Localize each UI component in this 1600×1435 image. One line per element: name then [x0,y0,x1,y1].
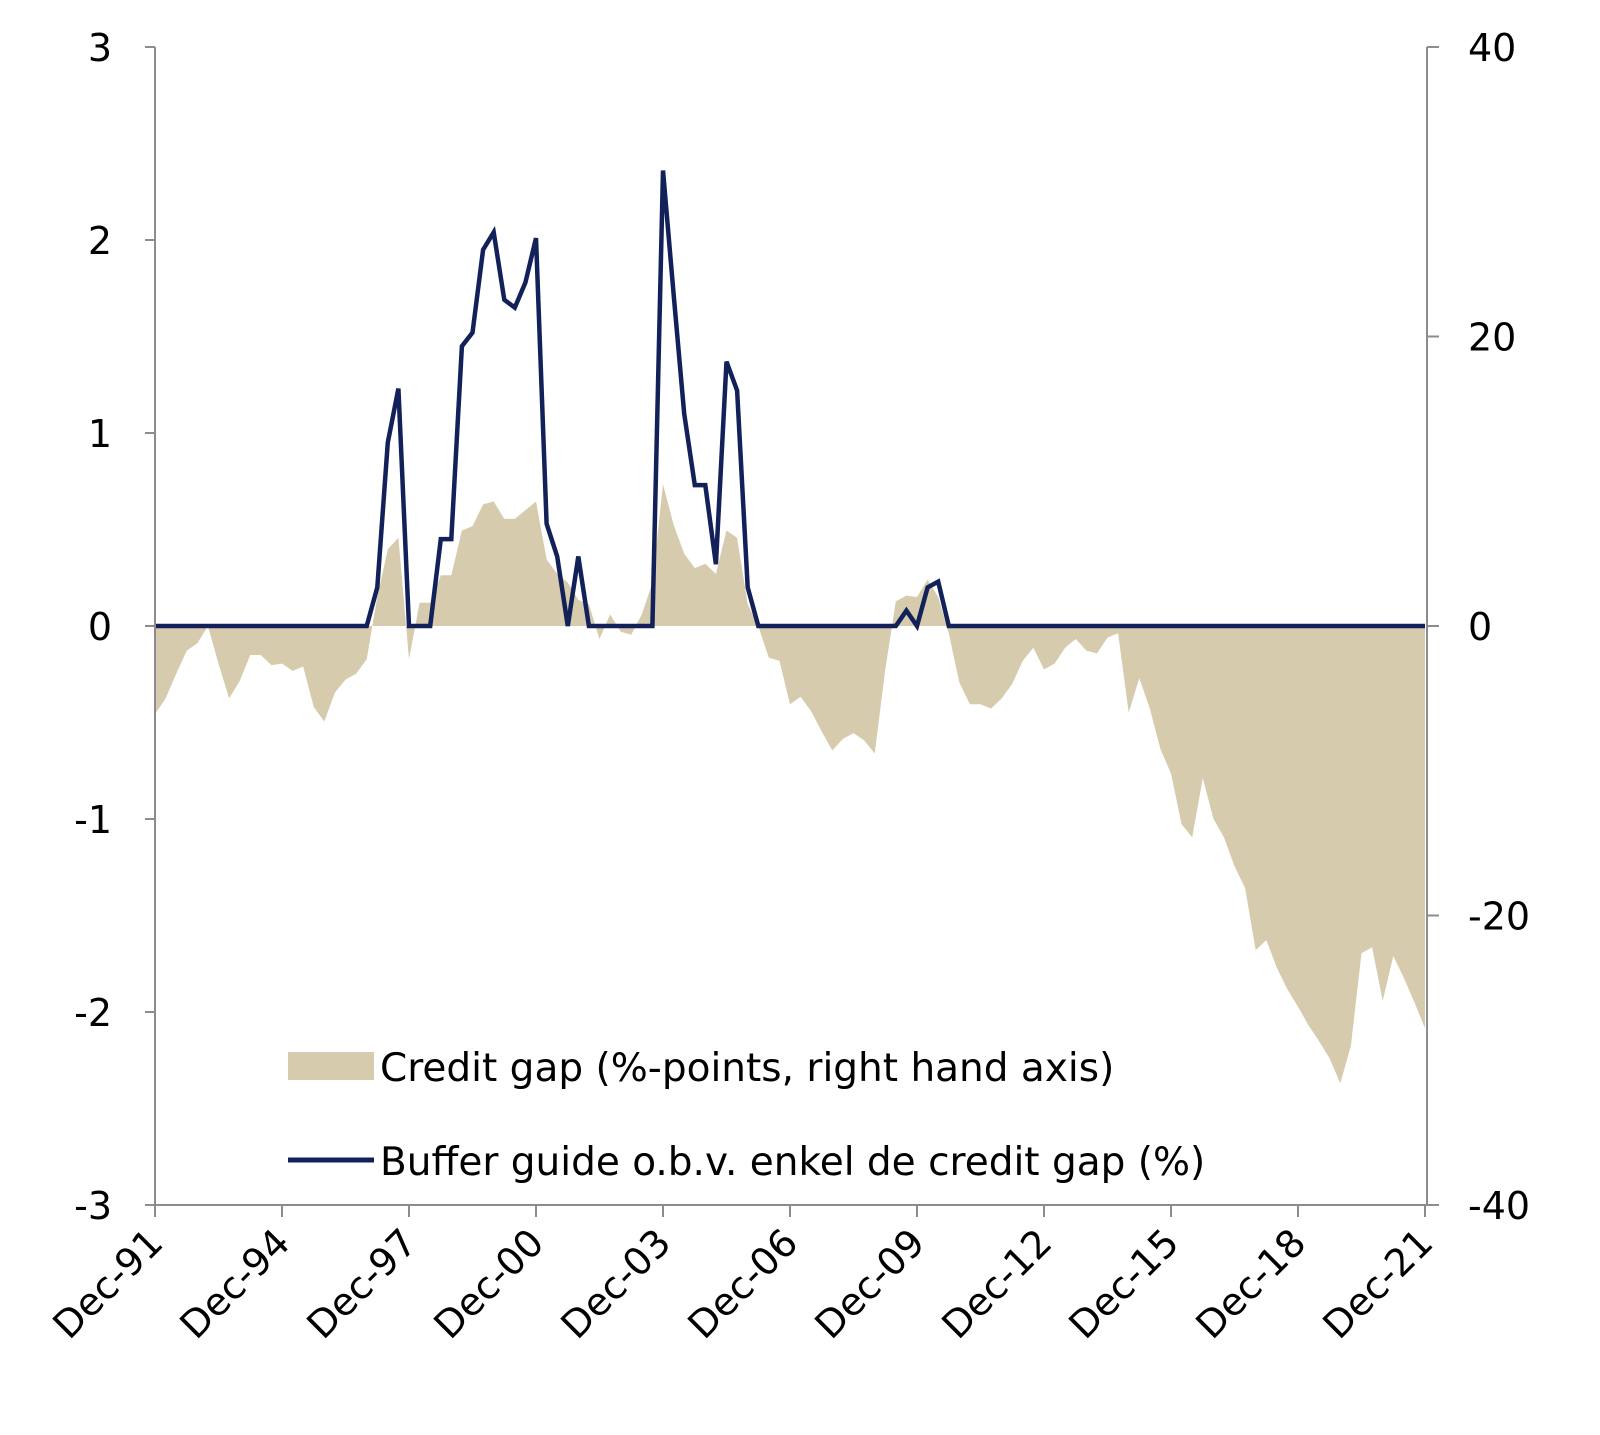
plot-area [155,170,1425,1084]
x-tick-label: Dec-09 [806,1220,933,1347]
left-tick-label: 1 [88,412,112,456]
x-tick-label: Dec-15 [1060,1220,1187,1347]
left-tick-label: -2 [74,991,112,1035]
left-tick-label: -1 [74,798,112,842]
legend-swatch-credit-gap [288,1052,374,1080]
legend-label-credit-gap: Credit gap (%-points, right hand axis) [380,1046,1114,1091]
credit-gap-area [155,484,1425,1084]
x-tick-label: Dec-12 [933,1220,1060,1347]
x-tick-label: Dec-03 [552,1220,679,1347]
legend: Credit gap (%-points, right hand axis) B… [288,1046,1205,1185]
right-tick-label: -40 [1468,1184,1530,1228]
right-tick-label: 40 [1468,26,1516,70]
right-tick-label: -20 [1468,895,1530,939]
legend-label-buffer-guide: Buffer guide o.b.v. enkel de credit gap … [380,1140,1205,1185]
left-tick-label: 2 [88,219,112,263]
x-tick-label: Dec-94 [171,1220,298,1347]
right-tick-label: 0 [1468,605,1492,649]
left-tick-label: 3 [88,26,112,70]
x-tick-label: Dec-21 [1314,1220,1441,1347]
left-tick-label: -3 [74,1184,112,1228]
right-tick-label: 20 [1468,316,1516,360]
x-tick-label: Dec-91 [44,1220,171,1347]
left-tick-label: 0 [88,605,112,649]
x-tick-label: Dec-00 [425,1220,552,1347]
x-tick-label: Dec-97 [298,1220,425,1347]
x-tick-label: Dec-18 [1187,1220,1314,1347]
x-tick-label: Dec-06 [679,1220,806,1347]
buffer-guide-line [155,170,1425,632]
